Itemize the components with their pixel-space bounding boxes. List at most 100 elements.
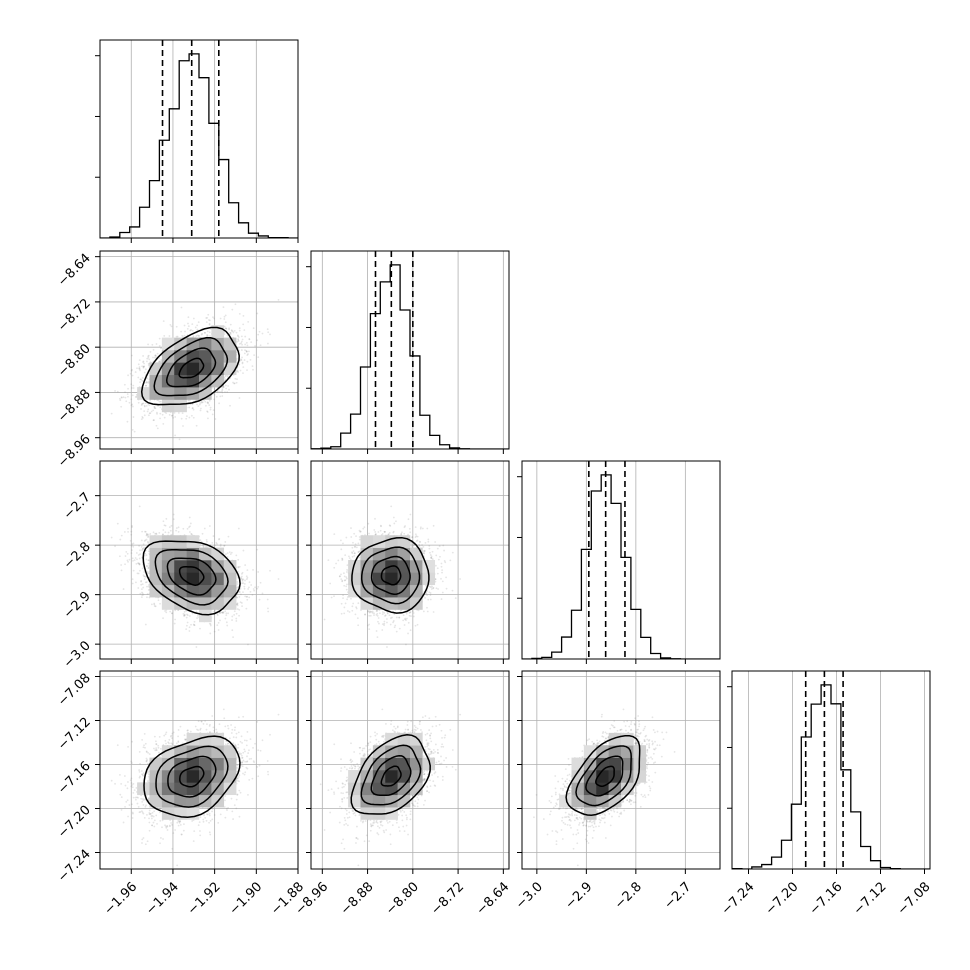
sample-point: [207, 417, 209, 420]
sample-point: [248, 596, 251, 599]
sample-point: [162, 533, 164, 536]
sample-point: [186, 527, 189, 530]
sample-point: [261, 332, 264, 335]
sample-point: [136, 572, 139, 575]
sample-point: [203, 527, 206, 530]
sample-point: [244, 343, 247, 346]
sample-point: [258, 330, 261, 333]
sample-point: [236, 370, 238, 373]
sample-point: [241, 582, 243, 585]
sample-point: [151, 343, 154, 346]
sample-point: [207, 319, 210, 321]
sample-point: [149, 399, 151, 402]
sample-point: [239, 359, 242, 362]
sample-point: [143, 555, 146, 557]
density-cell: [161, 350, 175, 363]
sample-point: [240, 358, 242, 361]
sample-point: [205, 317, 208, 319]
sample-point: [213, 387, 216, 390]
sample-point: [119, 397, 121, 400]
sample-point: [185, 415, 188, 418]
sample-point: [177, 526, 180, 529]
sample-point: [197, 405, 200, 407]
sample-point: [138, 367, 141, 370]
sample-point: [188, 526, 190, 529]
sample-point: [120, 405, 123, 408]
sample-point: [183, 614, 185, 617]
sample-point: [139, 378, 142, 381]
sample-point: [158, 400, 161, 403]
sample-point: [238, 591, 241, 594]
sample-point: [206, 330, 209, 333]
sample-point: [110, 412, 113, 415]
sample-point: [216, 613, 219, 616]
sample-point: [170, 325, 173, 328]
sample-point: [203, 331, 206, 334]
sample-point: [259, 344, 262, 347]
sample-point: [130, 387, 133, 389]
sample-point: [240, 342, 243, 344]
sample-point: [247, 320, 250, 323]
sample-point: [213, 398, 216, 401]
sample-point: [233, 610, 236, 613]
sample-point: [127, 560, 129, 563]
sample-point: [206, 334, 209, 337]
sample-point: [267, 342, 269, 345]
sample-point: [237, 340, 240, 342]
sample-point: [248, 350, 250, 353]
sample-point: [174, 434, 177, 437]
sample-point: [131, 543, 134, 546]
sample-point: [154, 407, 157, 410]
sample-point: [139, 381, 141, 384]
sample-point: [237, 566, 240, 568]
sample-point: [130, 383, 133, 386]
sample-point: [182, 425, 184, 427]
density-cell: [199, 350, 212, 363]
sample-point: [219, 317, 222, 320]
sample-point: [235, 331, 238, 334]
sample-point: [242, 315, 245, 317]
sample-point: [149, 351, 152, 353]
sample-point: [232, 636, 234, 639]
sample-point: [188, 615, 191, 617]
sample-point: [141, 403, 143, 405]
sample-point: [229, 404, 231, 407]
sample-point: [127, 387, 129, 390]
sample-point: [153, 356, 156, 359]
sample-point: [183, 614, 186, 617]
sample-point: [250, 341, 253, 344]
sample-point: [148, 414, 150, 417]
contour-line: [140, 326, 240, 406]
sample-point: [214, 544, 216, 547]
sample-point: [277, 578, 280, 580]
sample-point: [239, 369, 242, 372]
sample-point: [237, 371, 240, 373]
scatter-panel-2-0: −3.0−2.9−2.8−2.7: [61, 460, 299, 671]
sample-point: [127, 395, 129, 398]
sample-point: [141, 376, 144, 379]
sample-point: [145, 384, 147, 387]
sample-point: [204, 400, 207, 403]
sample-point: [140, 408, 142, 410]
sample-point: [130, 544, 133, 547]
sample-point: [119, 555, 121, 558]
sample-point: [236, 340, 239, 343]
sample-point: [119, 399, 122, 402]
sample-point: [240, 359, 243, 361]
sample-point: [184, 609, 187, 612]
sample-point: [246, 344, 249, 347]
sample-point: [156, 412, 158, 415]
sample-point: [206, 401, 209, 404]
sample-point: [229, 331, 232, 334]
sample-point: [231, 330, 234, 333]
sample-point: [133, 430, 136, 433]
sample-point: [143, 571, 146, 573]
sample-point: [163, 335, 166, 337]
sample-point: [256, 312, 259, 315]
sample-point: [195, 646, 198, 648]
sample-point: [176, 335, 179, 338]
sample-point: [244, 349, 246, 352]
sample-point: [182, 527, 185, 530]
sample-point: [246, 354, 249, 357]
sample-point: [146, 357, 149, 360]
